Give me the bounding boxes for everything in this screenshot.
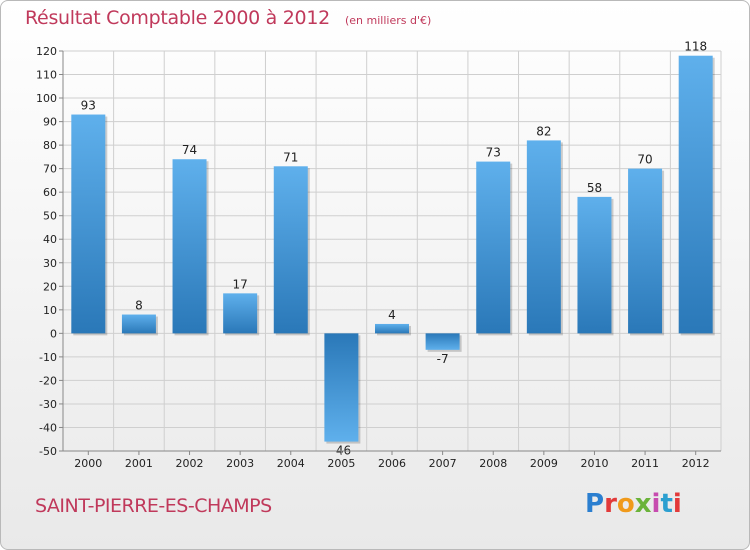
bar-value-label: 82 (536, 124, 551, 138)
y-tick-label: 10 (43, 304, 57, 317)
y-tick-label: 120 (36, 45, 57, 58)
bar-value-label: 73 (486, 146, 501, 160)
bar-value-label: 4 (388, 308, 396, 322)
x-tick-label: 2011 (631, 457, 659, 470)
y-tick-label: -30 (39, 398, 57, 411)
x-tick-label: 2005 (327, 457, 355, 470)
y-tick-label: 90 (43, 116, 57, 129)
commune-name: SAINT-PIERRE-ES-CHAMPS (35, 495, 272, 517)
bar-value-label: 118 (684, 40, 707, 54)
bar (71, 114, 106, 334)
bar-value-label: 74 (182, 143, 197, 157)
logo-letter: P (585, 489, 605, 519)
y-tick-label: 100 (36, 92, 57, 105)
y-tick-label: 20 (43, 280, 57, 293)
chart-title-row: Résultat Comptable 2000 à 2012 (en milli… (25, 7, 431, 29)
x-tick-label: 2002 (176, 457, 204, 470)
bar (324, 333, 359, 442)
x-tick-label: 2001 (125, 457, 153, 470)
x-tick-label: 2003 (226, 457, 254, 470)
y-tick-label: 30 (43, 257, 57, 270)
logo-letter: r (604, 489, 617, 519)
bar (375, 323, 409, 334)
logo-letter: i (651, 489, 661, 519)
bar (223, 293, 258, 334)
bar (628, 168, 663, 334)
bar-value-label: 58 (587, 181, 602, 195)
x-tick-label: 2006 (378, 457, 406, 470)
x-tick-label: 2012 (682, 457, 710, 470)
bar-value-label: 70 (637, 153, 652, 167)
y-tick-label: -50 (39, 445, 57, 458)
x-tick-label: 2007 (429, 457, 457, 470)
x-tick-label: 2008 (479, 457, 507, 470)
x-tick-label: 2009 (530, 457, 558, 470)
logo-letter: o (616, 489, 635, 519)
bar (678, 55, 713, 334)
bar (425, 333, 460, 350)
y-tick-label: 0 (50, 327, 57, 340)
bar-value-label: 93 (81, 99, 96, 113)
axis-layer: 1201101009080706050403020100-10-20-30-40… (36, 45, 721, 470)
y-tick-label: 70 (43, 163, 57, 176)
chart-unit: (en milliers d'€) (344, 14, 432, 27)
x-tick-label: 2010 (580, 457, 608, 470)
bar (172, 159, 207, 334)
logo-letter: t (660, 489, 673, 519)
proxiti-logo: Proxiti (585, 489, 682, 519)
bar (577, 196, 612, 334)
x-tick-label: 2000 (74, 457, 102, 470)
logo-letter: x (634, 489, 652, 519)
y-tick-label: 50 (43, 210, 57, 223)
logo-letter: i (672, 489, 682, 519)
bar-layer (71, 55, 715, 444)
chart-title: Résultat Comptable 2000 à 2012 (25, 7, 330, 29)
bar (273, 166, 308, 334)
bar (121, 314, 156, 334)
y-tick-label: -10 (39, 351, 57, 364)
y-tick-label: 110 (36, 69, 57, 82)
bar (476, 161, 511, 334)
y-tick-label: 40 (43, 233, 57, 246)
y-tick-label: -20 (39, 374, 57, 387)
y-tick-label: 60 (43, 186, 57, 199)
y-tick-label: -40 (39, 421, 57, 434)
bar-value-label: -7 (437, 352, 449, 366)
y-tick-label: 80 (43, 139, 57, 152)
bar-value-label: 17 (233, 277, 248, 291)
bar-value-label: 71 (283, 150, 298, 164)
grid-layer (62, 50, 722, 452)
x-tick-label: 2004 (277, 457, 305, 470)
bar-value-label: 8 (135, 299, 143, 313)
bar (526, 140, 561, 334)
